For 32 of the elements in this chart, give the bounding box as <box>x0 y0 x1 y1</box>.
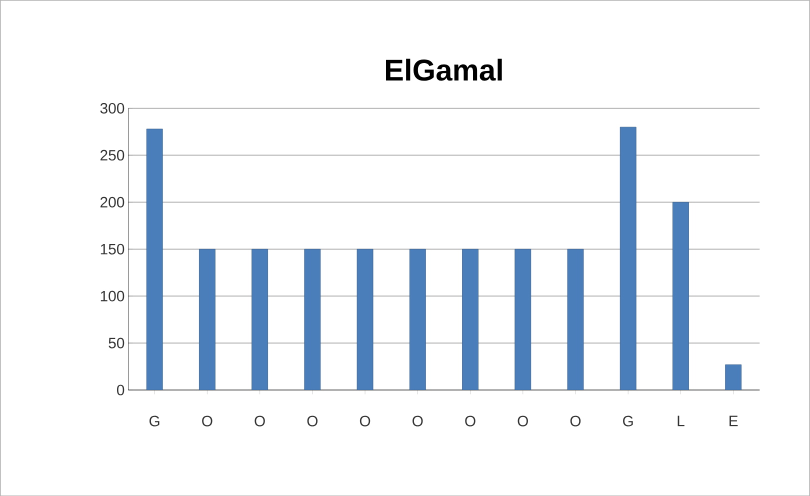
x-tick-label: O <box>570 416 581 426</box>
bar <box>725 364 742 390</box>
bar <box>304 248 321 390</box>
y-tick-label: 150 <box>100 244 124 254</box>
x-tick-label: O <box>360 416 370 426</box>
x-tick-label: O <box>254 416 265 426</box>
bar <box>146 128 163 390</box>
x-tick-label: O <box>307 416 318 426</box>
x-tick-label: O <box>202 416 212 426</box>
y-tick-label: 0 <box>116 384 124 396</box>
x-tick-label: E <box>730 416 738 426</box>
bar <box>567 248 584 390</box>
bar <box>356 248 374 390</box>
x-tick-label: L <box>678 416 684 426</box>
y-tick-label: 300 <box>100 102 124 114</box>
x-tick-label: G <box>623 416 633 426</box>
y-tick-label: 200 <box>100 196 124 208</box>
bar <box>409 248 426 390</box>
bar <box>620 126 636 390</box>
chart-title: ElGamal <box>386 58 502 81</box>
bar <box>672 202 689 390</box>
y-tick-label: 100 <box>100 290 124 302</box>
x-tick-label: O <box>518 416 528 426</box>
y-tick-label: 250 <box>100 150 124 160</box>
x-tick-label: O <box>465 416 476 426</box>
y-tick-label: 50 <box>108 338 124 348</box>
x-tick-label: G <box>150 416 160 426</box>
x-tick-label: O <box>412 416 423 426</box>
bar <box>462 248 478 390</box>
bar <box>514 248 532 390</box>
bar <box>199 248 216 390</box>
bar <box>252 248 268 390</box>
